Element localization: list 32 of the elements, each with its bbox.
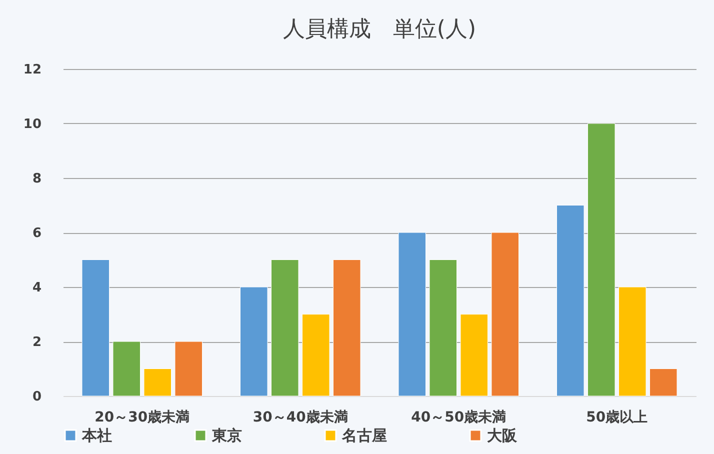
legend-label: 本社 — [81, 426, 112, 445]
legend-label: 名古屋 — [341, 426, 387, 445]
bar — [618, 286, 646, 396]
bar — [82, 260, 110, 396]
bar — [332, 260, 361, 396]
x-tick-label: 20～30歳未満 — [94, 410, 190, 426]
y-tick-label: 0 — [32, 390, 42, 404]
x-tick-label: 30～40歳未満 — [252, 410, 348, 426]
y-tick-label: 6 — [32, 226, 42, 241]
x-tick-label: 40～50歳未満 — [411, 410, 506, 426]
y-tick-label: 2 — [32, 335, 42, 350]
y-tick-label: 4 — [32, 280, 42, 296]
bar — [302, 314, 330, 396]
bar — [460, 314, 488, 396]
bar — [270, 260, 299, 396]
y-tick-label: 12 — [23, 62, 42, 78]
bar — [429, 260, 458, 396]
bar — [174, 341, 203, 396]
bar — [649, 368, 678, 396]
x-tick-label: 50歳以上 — [586, 410, 648, 426]
bar — [398, 232, 426, 396]
y-tick-label: 8 — [32, 172, 42, 186]
bar — [144, 368, 172, 396]
bar — [112, 341, 141, 396]
chart-title: 人員構成 単位(人) — [282, 17, 476, 42]
legend-label: 東京 — [211, 426, 242, 445]
bar — [491, 232, 520, 396]
bar — [556, 205, 584, 396]
y-tick-label: 10 — [23, 117, 42, 132]
bar — [587, 123, 616, 396]
legend-label: 大阪 — [487, 426, 518, 445]
bar — [240, 286, 268, 396]
